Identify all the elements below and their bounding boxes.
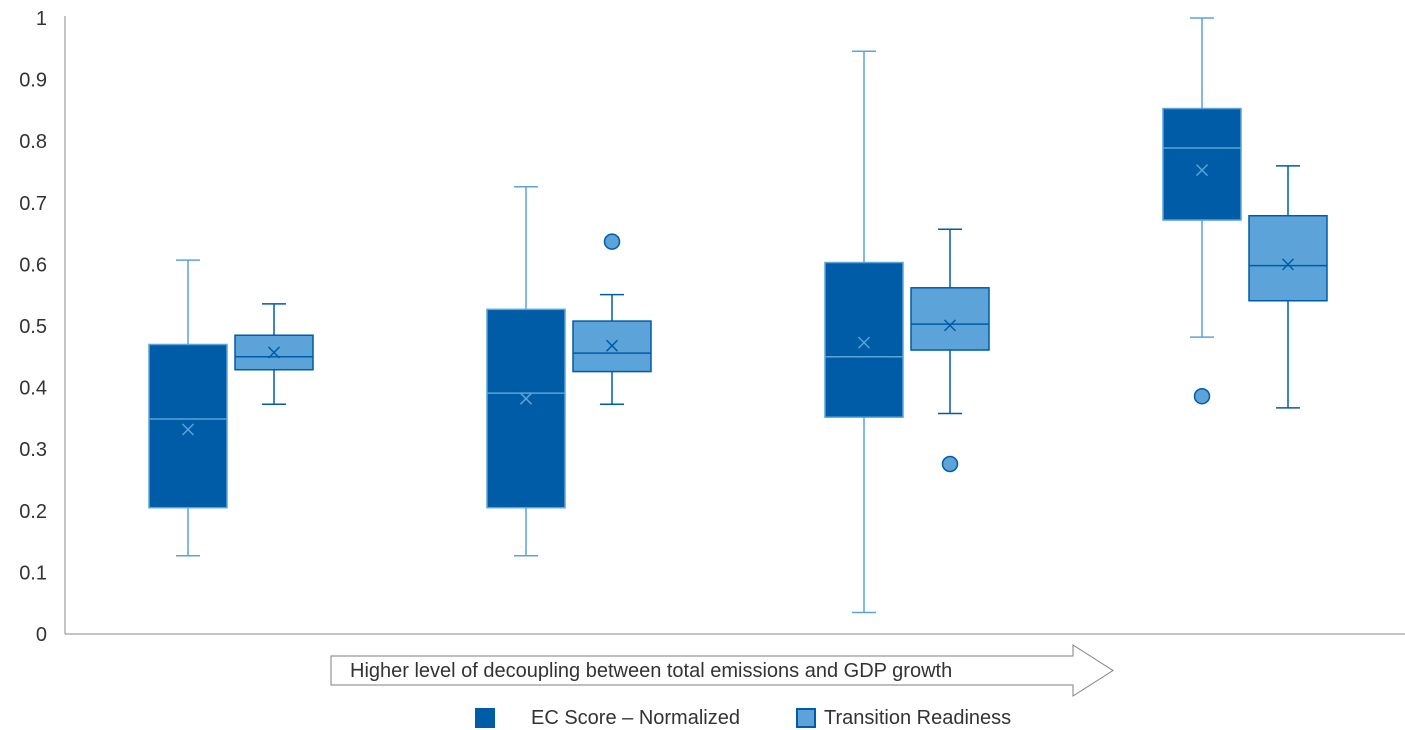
y-tick-label: 0.7 xyxy=(19,193,47,215)
iqr-box xyxy=(1248,214,1328,302)
box-transition-readiness-3 xyxy=(910,228,990,473)
y-tick-label: 0 xyxy=(36,624,47,646)
outlier-point xyxy=(1193,387,1211,405)
mean-marker xyxy=(1195,164,1209,177)
legend-label-transition-readiness: Transition Readiness xyxy=(824,706,1012,729)
y-tick-label: 1 xyxy=(36,8,47,30)
box-ec-score-1 xyxy=(148,259,228,557)
legend-swatch-ec-score xyxy=(475,708,495,728)
y-tick-label: 0.8 xyxy=(19,131,47,153)
y-tick-label: 0.5 xyxy=(19,316,47,338)
iqr-box xyxy=(148,343,228,509)
legend-label-ec-score: EC Score – Normalized xyxy=(531,706,740,729)
mean-marker xyxy=(267,346,281,359)
y-tick-label: 0.3 xyxy=(19,439,47,461)
outlier-point xyxy=(941,455,959,473)
y-tick-label: 0.2 xyxy=(19,501,47,523)
y-tick-label: 0.6 xyxy=(19,254,47,276)
mean-marker xyxy=(181,423,195,436)
arrow-label: Higher level of decoupling between total… xyxy=(350,660,952,682)
mean-marker xyxy=(943,319,957,332)
arrow-shape xyxy=(330,644,1114,697)
box-ec-score-2 xyxy=(486,186,566,557)
mean-marker xyxy=(605,339,619,352)
box-plots xyxy=(148,17,1328,614)
legend-item-transition-readiness: Transition Readiness xyxy=(796,706,1011,730)
mean-marker xyxy=(1281,258,1295,271)
mean-marker xyxy=(857,336,871,349)
iqr-box xyxy=(486,308,566,509)
box-transition-readiness-1 xyxy=(234,303,314,405)
box-ec-score-3 xyxy=(824,50,904,614)
legend-swatch-transition-readiness xyxy=(796,708,816,728)
iqr-box xyxy=(824,261,904,418)
outlier-point xyxy=(603,233,621,250)
decoupling-arrow: Higher level of decoupling between total… xyxy=(330,644,1114,697)
y-tick-label: 0.4 xyxy=(19,378,47,400)
y-tick-label: 0.1 xyxy=(19,562,47,584)
box-transition-readiness-4 xyxy=(1248,165,1328,409)
y-axis: 0 0.1 0.2 0.3 0.4 0.5 0.6 0.7 0.8 0.9 1 xyxy=(19,8,1405,646)
y-tick-label: 0.9 xyxy=(19,70,47,92)
mean-marker xyxy=(519,392,533,405)
iqr-box xyxy=(1162,107,1242,221)
iqr-box xyxy=(910,287,990,351)
box-ec-score-4 xyxy=(1162,17,1242,405)
legend-item-ec-score: EC Score – Normalized xyxy=(475,706,740,730)
box-transition-readiness-2 xyxy=(572,233,652,405)
legend: EC Score – Normalized Transition Readine… xyxy=(0,706,1405,730)
boxplot-chart: 0 0.1 0.2 0.3 0.4 0.5 0.6 0.7 0.8 0.9 1 Higher lev… xyxy=(19,8,1405,697)
